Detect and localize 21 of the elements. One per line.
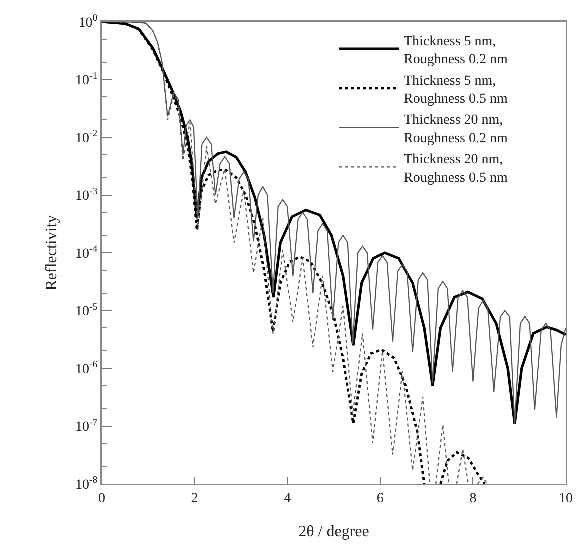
x-tick-label: 8	[470, 491, 477, 506]
x-axis-title: 2θ / degree	[298, 524, 370, 541]
y-tick-label: 10$^{0}$	[78, 13, 98, 31]
legend-label: Thickness 5 nm, Roughness 0.5 nm	[404, 74, 508, 107]
legend-label: Thickness 5 nm, Roughness 0.2 nm	[404, 34, 508, 68]
x-tick-label: 0	[98, 491, 106, 506]
y-tick-label: 10$^{-3}$	[76, 186, 98, 204]
y-tick-label: 10$^{-7}$	[76, 417, 98, 436]
x-tick-label: 2	[191, 491, 198, 506]
y-tick-label: 10$^{-8}$	[76, 475, 98, 493]
y-tick-label: 10$^{-5}$	[76, 302, 98, 320]
x-tick-label: 4	[284, 491, 292, 506]
y-tick-label: 10$^{-2}$	[76, 128, 98, 146]
y-tick-label: 10$^{-1}$	[76, 70, 98, 89]
legend-label: Thickness 20 nm, Roughness 0.2 nm	[404, 113, 508, 146]
x-tick-label: 6	[376, 491, 384, 506]
legend-label: Thickness 20 nm, Roughness 0.5 nm	[404, 152, 508, 186]
y-tick-label: 10$^{-6}$	[76, 360, 98, 378]
y-axis-title: Reflectivity	[44, 215, 61, 291]
x-tick-label: 10	[559, 491, 573, 506]
y-tick-label: 10$^{-4}$	[76, 244, 98, 262]
